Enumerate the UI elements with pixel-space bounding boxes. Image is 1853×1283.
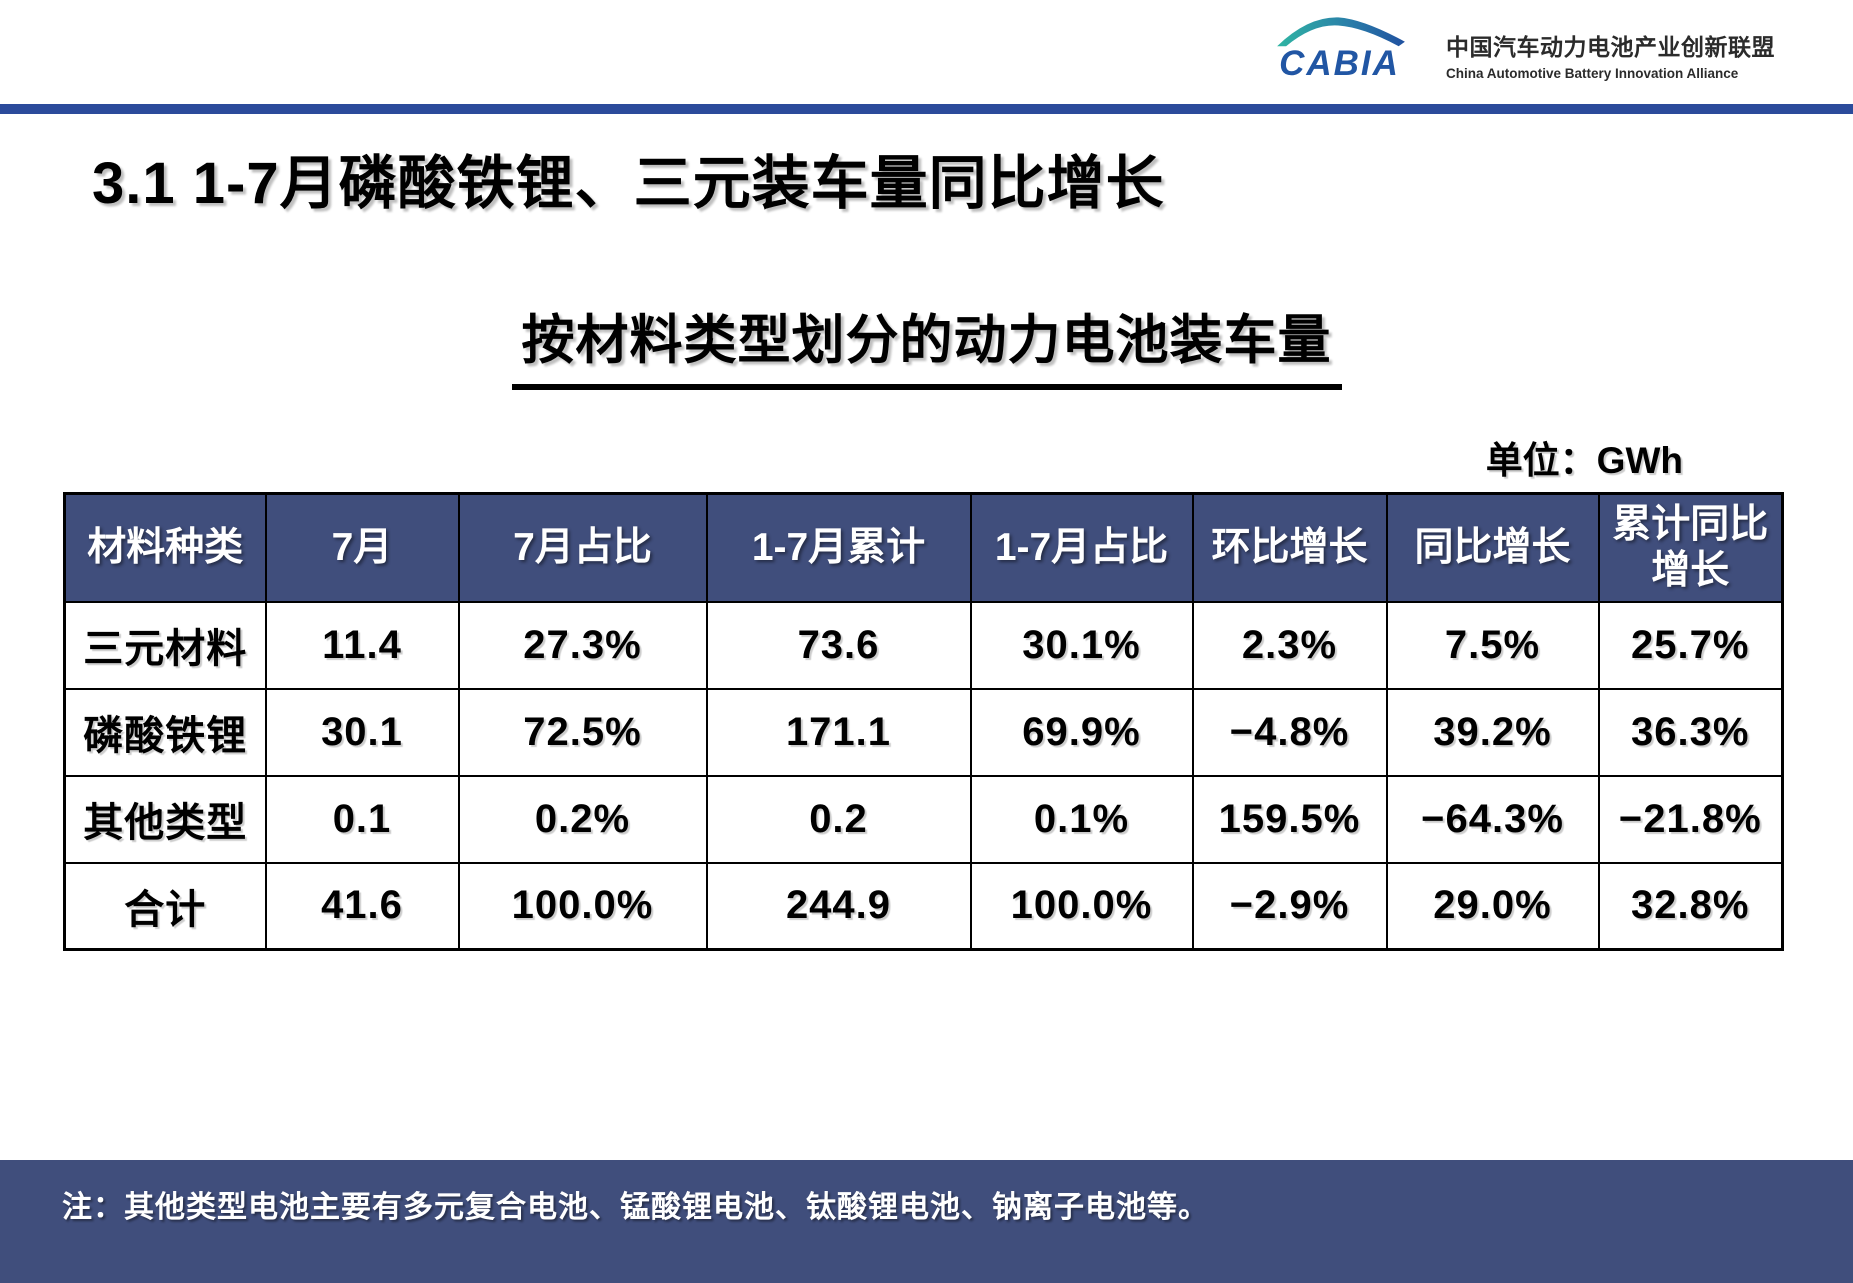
table-cell: 7.5% [1385, 600, 1600, 690]
column-header-july: 7月 [264, 492, 460, 603]
table-cell: 30.1% [969, 600, 1194, 690]
cabia-logo: CABIA 中国汽车动力电池产业创新联盟 China Automotive Ba… [1257, 12, 1775, 81]
table-cell: 41.6 [264, 861, 460, 951]
table-cell: −21.8% [1597, 774, 1784, 864]
column-header-mom-growth: 环比增长 [1191, 492, 1388, 603]
car-swoosh-icon [1257, 12, 1422, 48]
table-cell: −64.3% [1385, 774, 1600, 864]
table-cell: 25.7% [1597, 600, 1784, 690]
table-cell: 0.1 [264, 774, 460, 864]
table-cell: 171.1 [705, 687, 972, 777]
table-cell: 0.2 [705, 774, 972, 864]
row-label: 其他类型 [63, 774, 267, 864]
table-cell: 159.5% [1191, 774, 1388, 864]
table-cell: 30.1 [264, 687, 460, 777]
slide-subtitle: 按材料类型划分的动力电池装车量 [511, 298, 1342, 390]
cabia-logo-text: 中国汽车动力电池产业创新联盟 China Automotive Battery … [1446, 12, 1775, 81]
cabia-wordmark: CABIA [1279, 44, 1400, 83]
table-cell: 69.9% [969, 687, 1194, 777]
column-header-ytd-total: 1-7月累计 [705, 492, 972, 603]
table-cell: 244.9 [705, 861, 972, 951]
table-cell: 0.2% [457, 774, 708, 864]
table-cell: 100.0% [969, 861, 1194, 951]
row-label: 合计 [63, 861, 267, 951]
cabia-logo-mark: CABIA [1257, 12, 1422, 81]
footer-band: 注：其他类型电池主要有多元复合电池、锰酸锂电池、钛酸锂电池、钠离子电池等。 [0, 1160, 1853, 1283]
table-cell: 11.4 [264, 600, 460, 690]
table-cell: 27.3% [457, 600, 708, 690]
column-header-material-type: 材料种类 [63, 492, 267, 603]
table-cell: −4.8% [1191, 687, 1388, 777]
table-cell: 29.0% [1385, 861, 1600, 951]
column-header-yoy-growth: 同比增长 [1385, 492, 1600, 603]
table-row-total: 合计 41.6 100.0% 244.9 100.0% −2.9% 29.0% … [63, 861, 1784, 951]
table-cell: 73.6 [705, 600, 972, 690]
column-header-july-share: 7月占比 [457, 492, 708, 603]
table-row-other: 其他类型 0.1 0.2% 0.2 0.1% 159.5% −64.3% −21… [63, 774, 1784, 864]
header-rule [0, 104, 1853, 114]
table-cell: 36.3% [1597, 687, 1784, 777]
column-header-ytd-share: 1-7月占比 [969, 492, 1194, 603]
table-cell: 100.0% [457, 861, 708, 951]
table-row-ternary: 三元材料 11.4 27.3% 73.6 30.1% 2.3% 7.5% 25.… [63, 600, 1784, 690]
subtitle-container: 按材料类型划分的动力电池装车量 [0, 298, 1853, 390]
table-cell: 39.2% [1385, 687, 1600, 777]
table-cell: 72.5% [457, 687, 708, 777]
column-header-cumulative-yoy-growth: 累计同比增长 [1597, 492, 1784, 603]
table-cell: −2.9% [1191, 861, 1388, 951]
slide-title: 3.1 1-7月磷酸铁锂、三元装车量同比增长 [92, 151, 1165, 216]
row-label: 三元材料 [63, 600, 267, 690]
table-cell: 0.1% [969, 774, 1194, 864]
table-cell: 2.3% [1191, 600, 1388, 690]
battery-install-table: 材料种类 7月 7月占比 1-7月累计 1-7月占比 环比增长 同比增长 累计同… [63, 492, 1784, 951]
table-header-row: 材料种类 7月 7月占比 1-7月累计 1-7月占比 环比增长 同比增长 累计同… [63, 492, 1784, 603]
unit-label: 单位：GWh [1485, 440, 1683, 481]
table-row-lfp: 磷酸铁锂 30.1 72.5% 171.1 69.9% −4.8% 39.2% … [63, 687, 1784, 777]
org-name-en: China Automotive Battery Innovation Alli… [1446, 66, 1739, 81]
footer-note: 注：其他类型电池主要有多元复合电池、锰酸锂电池、钛酸锂电池、钠离子电池等。 [62, 1191, 1209, 1224]
table-cell: 32.8% [1597, 861, 1784, 951]
org-name-zh: 中国汽车动力电池产业创新联盟 [1446, 34, 1775, 60]
row-label: 磷酸铁锂 [63, 687, 267, 777]
